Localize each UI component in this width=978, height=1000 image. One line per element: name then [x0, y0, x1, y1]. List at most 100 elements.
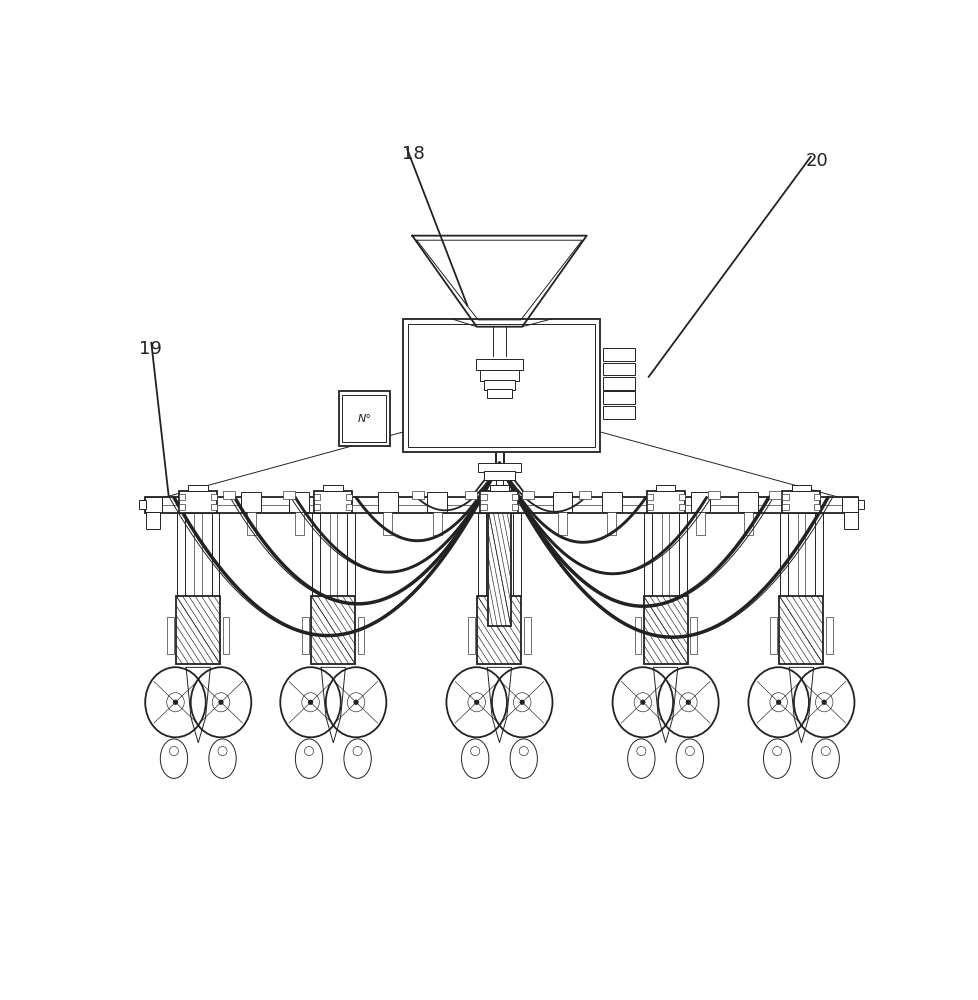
Bar — [781, 504, 787, 510]
Bar — [283, 491, 295, 499]
Bar — [432, 512, 441, 535]
Bar — [480, 504, 486, 510]
Bar — [465, 491, 477, 499]
Bar — [246, 512, 255, 535]
Circle shape — [304, 747, 313, 756]
Bar — [495, 513, 503, 596]
Bar — [695, 512, 704, 535]
Text: 20: 20 — [804, 152, 827, 170]
Circle shape — [518, 747, 528, 756]
Circle shape — [822, 700, 825, 704]
Bar — [523, 617, 530, 654]
Bar — [338, 391, 390, 446]
Bar — [646, 494, 652, 500]
Bar — [179, 494, 185, 500]
Bar — [511, 494, 518, 500]
Bar — [467, 617, 474, 654]
Bar — [512, 513, 520, 596]
Circle shape — [173, 700, 177, 704]
Bar — [312, 513, 319, 596]
Bar — [679, 513, 687, 596]
Bar — [678, 494, 684, 500]
Bar — [222, 617, 229, 654]
Bar — [602, 363, 634, 375]
Bar — [346, 513, 354, 596]
Bar — [781, 491, 820, 513]
Bar — [797, 513, 804, 596]
Bar — [342, 395, 386, 442]
Bar — [488, 509, 511, 626]
Bar — [770, 617, 777, 654]
Bar — [689, 492, 710, 512]
Circle shape — [354, 700, 358, 704]
Circle shape — [353, 747, 362, 756]
Bar — [646, 504, 652, 510]
Bar — [242, 492, 261, 512]
Bar — [146, 512, 159, 529]
Bar — [815, 513, 822, 596]
Circle shape — [641, 700, 645, 704]
Bar — [707, 491, 720, 499]
Bar — [678, 504, 684, 510]
Bar — [841, 497, 858, 512]
Bar — [176, 596, 220, 664]
Bar — [655, 485, 675, 491]
Bar — [511, 504, 518, 510]
Circle shape — [636, 747, 645, 756]
Circle shape — [474, 700, 478, 704]
Bar — [188, 485, 208, 491]
Bar — [378, 492, 397, 512]
Circle shape — [776, 700, 779, 704]
Bar — [179, 491, 217, 513]
Bar — [383, 512, 392, 535]
Bar — [521, 491, 534, 499]
Bar — [484, 471, 514, 480]
Bar — [294, 512, 303, 535]
Bar — [661, 513, 669, 596]
Bar — [602, 377, 634, 390]
Bar — [480, 491, 518, 513]
Bar — [346, 494, 352, 500]
Bar — [486, 389, 511, 398]
Bar — [289, 492, 309, 512]
Bar — [139, 500, 146, 509]
Bar — [195, 513, 201, 596]
Bar — [477, 596, 521, 664]
Bar — [211, 513, 219, 596]
Bar — [177, 513, 185, 596]
Bar — [781, 494, 787, 500]
Circle shape — [685, 747, 693, 756]
Text: 19: 19 — [139, 340, 161, 358]
Bar — [791, 485, 811, 491]
Bar — [814, 494, 820, 500]
Bar — [779, 513, 787, 596]
Bar — [689, 617, 696, 654]
Bar — [408, 324, 595, 447]
Bar — [211, 494, 217, 500]
Bar — [302, 617, 309, 654]
Circle shape — [308, 700, 312, 704]
Bar — [323, 485, 343, 491]
Bar — [330, 513, 336, 596]
Bar — [857, 500, 864, 509]
Bar — [483, 380, 514, 390]
Bar — [211, 504, 217, 510]
Bar — [644, 513, 651, 596]
Bar — [477, 513, 485, 596]
Bar — [480, 494, 486, 500]
Bar — [768, 491, 780, 499]
Bar — [403, 319, 600, 452]
Bar — [778, 596, 822, 664]
Bar — [311, 596, 355, 664]
Bar — [814, 504, 820, 510]
Bar — [606, 512, 616, 535]
Text: 18: 18 — [401, 145, 423, 163]
Bar — [643, 596, 687, 664]
Bar — [601, 492, 621, 512]
Bar — [557, 512, 566, 535]
Bar — [145, 497, 161, 512]
Circle shape — [821, 747, 829, 756]
Bar — [314, 494, 320, 500]
Bar — [602, 348, 634, 361]
Bar — [412, 491, 423, 499]
